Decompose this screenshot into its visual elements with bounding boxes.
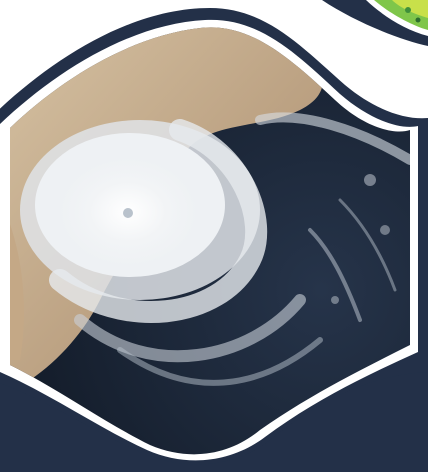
- cyclone-eye: [123, 208, 133, 218]
- vegetation-map-thumbnail: [322, 0, 428, 46]
- spiral-cloud-band: [49, 119, 268, 324]
